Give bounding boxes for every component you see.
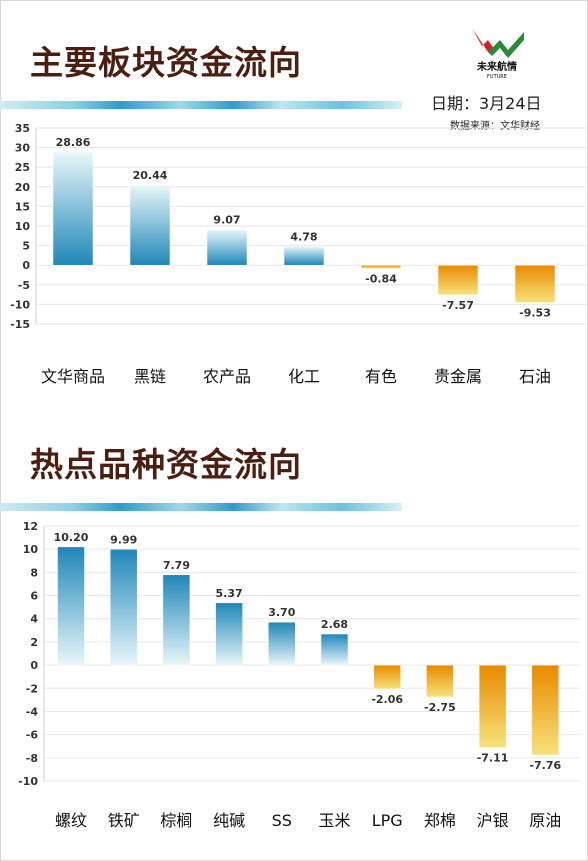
chart2-data-label: -2.75	[424, 701, 456, 714]
chart2-data-label: 10.20	[54, 531, 89, 544]
date-label: 日期：3月24日	[431, 94, 542, 113]
chart2-bar	[57, 546, 85, 666]
chart2-title-band	[0, 503, 402, 511]
chart2-title: 热点品种资金流向	[30, 445, 302, 484]
chart2-data-label: -7.76	[529, 759, 561, 772]
chart1-bar	[437, 264, 479, 296]
chart2-ytick: -6	[26, 729, 39, 742]
chart1-bar	[52, 151, 94, 266]
source-label: 数据来源：文华财经	[450, 121, 540, 132]
chart2-data-label: -7.11	[477, 752, 509, 765]
chart1-ytick: -5	[18, 279, 30, 292]
chart2-data-label: 2.68	[321, 618, 348, 631]
chart2-data-label: 7.79	[163, 559, 190, 572]
chart2-ytick: 6	[30, 590, 38, 603]
chart2-ytick: 2	[30, 636, 38, 649]
chart1-data-label: 4.78	[290, 230, 317, 243]
logo-icon: 未来航情 FUTURE	[472, 28, 524, 80]
chart1-data-label: -9.53	[519, 307, 551, 320]
chart1-ytick: 20	[15, 181, 31, 194]
chart2-ytick: 4	[30, 613, 38, 626]
chart2-category-label: 棕榈	[160, 811, 192, 830]
chart1-bar	[129, 184, 171, 266]
chart2-ytick: -2	[26, 682, 38, 695]
chart1-bar	[206, 229, 248, 266]
chart2-bar	[268, 621, 296, 666]
chart1-title: 主要板块资金流向	[30, 43, 302, 82]
chart2-bar	[531, 664, 560, 756]
chart2-ytick: 12	[23, 520, 38, 533]
chart2-category-label: SS	[272, 811, 292, 830]
chart1-ytick: 25	[15, 161, 30, 174]
chart1-data-label: 20.44	[133, 169, 168, 182]
chart1-ytick: 30	[15, 142, 31, 155]
chart1-category-label: 农产品	[203, 367, 251, 386]
chart1-bar	[283, 246, 325, 266]
chart1-ytick: 10	[15, 220, 31, 233]
chart2-category-label: LPG	[372, 811, 403, 830]
chart2-bar	[478, 664, 507, 748]
chart2-ytick: -4	[26, 705, 39, 718]
chart1-category-label: 文华商品	[41, 367, 105, 386]
chart1-ytick: 15	[15, 200, 30, 213]
chart2-category-label: 沪银	[477, 811, 509, 830]
chart1-category-label: 石油	[519, 367, 551, 386]
chart2-data-label: -2.06	[371, 693, 403, 706]
chart2-ytick: -10	[18, 775, 38, 788]
chart1-data-label: -7.57	[442, 299, 474, 312]
chart1-category-label: 黑链	[134, 367, 166, 386]
chart2-ytick: -8	[26, 752, 38, 765]
chart2-bar	[109, 549, 138, 666]
chart1-bar	[514, 264, 556, 303]
chart2-bar	[162, 574, 191, 666]
chart2-data-label: 9.99	[110, 533, 137, 546]
chart2-category-label: 原油	[529, 811, 561, 830]
chart2-bar	[426, 664, 454, 698]
chart2-bar	[215, 602, 243, 666]
logo-text: 未来航情	[476, 60, 517, 73]
chart1-data-label: 28.86	[56, 136, 91, 149]
chart2-data-label: 5.37	[216, 587, 243, 600]
chart1-ytick: -10	[10, 298, 30, 311]
chart1-ytick: 35	[15, 122, 30, 135]
chart2-ytick: 8	[30, 566, 38, 579]
chart1-bar	[360, 264, 402, 269]
chart2-category-label: 铁矿	[108, 811, 140, 830]
logo-subtext: FUTURE	[487, 74, 507, 80]
chart2-ytick: 0	[30, 659, 38, 672]
chart1-category-label: 贵金属	[434, 367, 482, 386]
chart2-bar	[373, 664, 401, 690]
chart2-category-label: 玉米	[318, 811, 350, 830]
chart1: 35 30 25 20 15 10 5 0 -5 -10 -15 28.86 文华商品 20.44 黑链 9.…	[10, 122, 586, 386]
chart1-category-label: 化工	[288, 367, 320, 386]
chart2-data-label: 3.70	[268, 606, 295, 619]
chart2-ytick: 10	[23, 543, 39, 556]
chart1-title-band	[0, 101, 402, 109]
chart2-category-label: 郑棉	[424, 811, 456, 830]
chart2-category-label: 螺纹	[55, 811, 87, 830]
chart1-ytick: 0	[22, 259, 30, 272]
chart2-bar	[320, 633, 349, 666]
chart1-data-label: 9.07	[213, 214, 240, 227]
chart1-data-label: -0.84	[365, 272, 397, 285]
chart1-ytick: -15	[10, 318, 30, 331]
chart1-category-label: 有色	[365, 367, 397, 386]
chart1-ytick: 5	[22, 240, 30, 253]
chart2-category-label: 纯碱	[213, 811, 245, 830]
